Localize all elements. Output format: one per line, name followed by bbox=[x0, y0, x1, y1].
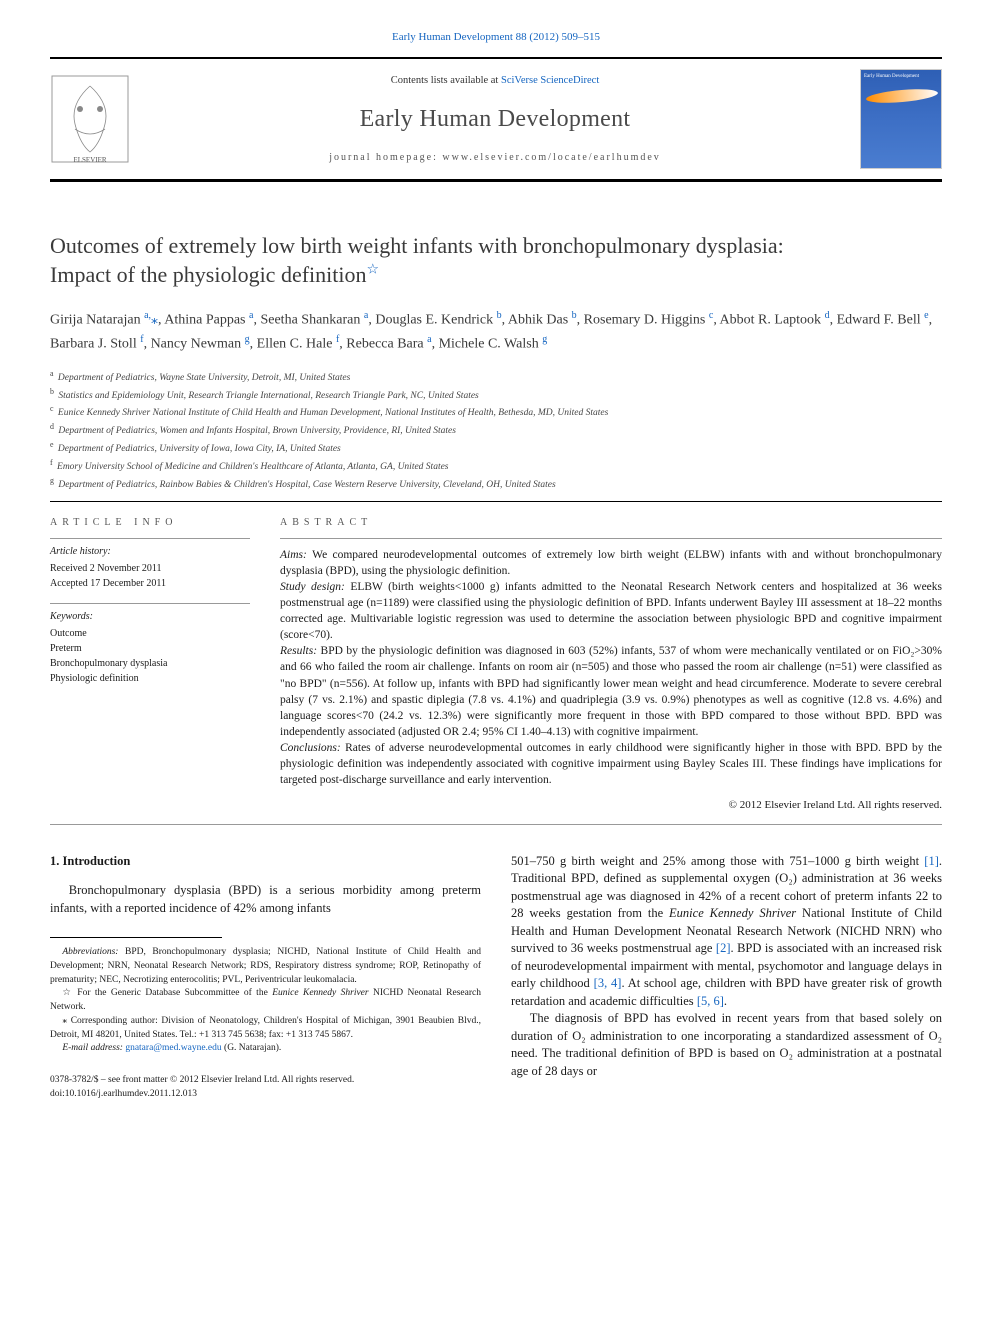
abstract-bottom-rule bbox=[50, 824, 942, 825]
journal-citation[interactable]: Early Human Development 88 (2012) 509–51… bbox=[50, 30, 942, 45]
results-text: BPD by the physiologic definition was di… bbox=[280, 645, 942, 737]
affiliation-item: e Department of Pediatrics, University o… bbox=[50, 439, 942, 457]
elsevier-logo: ELSEVIER bbox=[50, 74, 130, 164]
keyword-item: Physiologic definition bbox=[50, 671, 250, 686]
article-title-block: Outcomes of extremely low birth weight i… bbox=[50, 232, 942, 289]
star-marker: ☆ bbox=[62, 988, 77, 998]
footnotes-block: Abbreviations: BPD, Bronchopulmonary dys… bbox=[50, 946, 481, 1056]
ref-5-6[interactable]: [5, 6] bbox=[697, 994, 724, 1008]
history-label: Article history: bbox=[50, 545, 250, 559]
affiliation-item: a Department of Pediatrics, Wayne State … bbox=[50, 368, 942, 386]
keyword-item: Preterm bbox=[50, 641, 250, 656]
ref-3-4[interactable]: [3, 4] bbox=[594, 976, 622, 990]
svg-text:ELSEVIER: ELSEVIER bbox=[73, 156, 106, 164]
footnote-rule bbox=[50, 937, 222, 938]
title-footnote-star[interactable]: ☆ bbox=[367, 263, 380, 278]
sciverse-link[interactable]: SciVerse ScienceDirect bbox=[501, 75, 599, 86]
abstract-block: ABSTRACT Aims: We compared neurodevelopm… bbox=[280, 516, 942, 814]
keyword-item: Outcome bbox=[50, 626, 250, 641]
conclusions-label: Conclusions: bbox=[280, 742, 345, 754]
corr-text: Corresponding author: Division of Neonat… bbox=[50, 1016, 481, 1040]
journal-name: Early Human Development bbox=[150, 103, 840, 137]
doi-line: doi:10.1016/j.earlhumdev.2011.12.013 bbox=[50, 1088, 481, 1101]
intro-para-1: Bronchopulmonary dysplasia (BPD) is a se… bbox=[50, 882, 481, 917]
affiliation-item: d Department of Pediatrics, Women and In… bbox=[50, 421, 942, 439]
accepted-date: Accepted 17 December 2011 bbox=[50, 576, 250, 591]
article-title: Outcomes of extremely low birth weight i… bbox=[50, 232, 942, 289]
affiliations-list: a Department of Pediatrics, Wayne State … bbox=[50, 368, 942, 493]
section-divider bbox=[50, 501, 942, 502]
conclusions-text: Rates of adverse neurodevelopmental outc… bbox=[280, 742, 942, 786]
intro-para-3: The diagnosis of BPD has evolved in rece… bbox=[511, 1010, 942, 1080]
email-link[interactable]: gnatara@med.wayne.edu bbox=[125, 1043, 221, 1053]
left-column: 1. Introduction Bronchopulmonary dysplas… bbox=[50, 853, 481, 1101]
affiliation-item: b Statistics and Epidemiology Unit, Rese… bbox=[50, 386, 942, 404]
results-label: Results: bbox=[280, 645, 321, 657]
right-column: 501–750 g birth weight and 25% among tho… bbox=[511, 853, 942, 1101]
intro-heading: 1. Introduction bbox=[50, 853, 481, 871]
corr-marker: ⁎ bbox=[62, 1016, 70, 1026]
affiliation-item: c Eunice Kennedy Shriver National Instit… bbox=[50, 403, 942, 421]
journal-header: ELSEVIER Contents lists available at Sci… bbox=[50, 57, 942, 182]
authors-list: Girija Natarajan a,⁎, Athina Pappas a, S… bbox=[50, 308, 942, 356]
doi-block: 0378-3782/$ – see front matter © 2012 El… bbox=[50, 1074, 481, 1101]
abbrev-label: Abbreviations: bbox=[62, 947, 125, 957]
received-date: Received 2 November 2011 bbox=[50, 561, 250, 576]
abstract-heading: ABSTRACT bbox=[280, 516, 942, 530]
keyword-item: Bronchopulmonary dysplasia bbox=[50, 656, 250, 671]
article-info-sidebar: ARTICLE INFO Article history: Received 2… bbox=[50, 516, 250, 814]
affiliation-item: f Emory University School of Medicine an… bbox=[50, 457, 942, 475]
contents-list-line: Contents lists available at SciVerse Sci… bbox=[150, 74, 840, 89]
journal-homepage: journal homepage: www.elsevier.com/locat… bbox=[150, 151, 840, 165]
abstract-copyright: © 2012 Elsevier Ireland Ltd. All rights … bbox=[280, 798, 942, 813]
aims-text: We compared neurodevelopmental outcomes … bbox=[280, 549, 942, 577]
ref-2[interactable]: [2] bbox=[716, 941, 731, 955]
journal-cover-thumbnail: Early Human Development bbox=[860, 69, 942, 169]
keywords-label: Keywords: bbox=[50, 610, 250, 624]
email-label: E-mail address: bbox=[62, 1043, 125, 1053]
article-info-heading: ARTICLE INFO bbox=[50, 516, 250, 530]
ref-1[interactable]: [1] bbox=[924, 854, 939, 868]
design-label: Study design: bbox=[280, 581, 350, 593]
affiliation-item: g Department of Pediatrics, Rainbow Babi… bbox=[50, 475, 942, 493]
aims-label: Aims: bbox=[280, 549, 312, 561]
design-text: ELBW (birth weights<1000 g) infants admi… bbox=[280, 581, 942, 641]
front-matter-line: 0378-3782/$ – see front matter © 2012 El… bbox=[50, 1074, 481, 1087]
